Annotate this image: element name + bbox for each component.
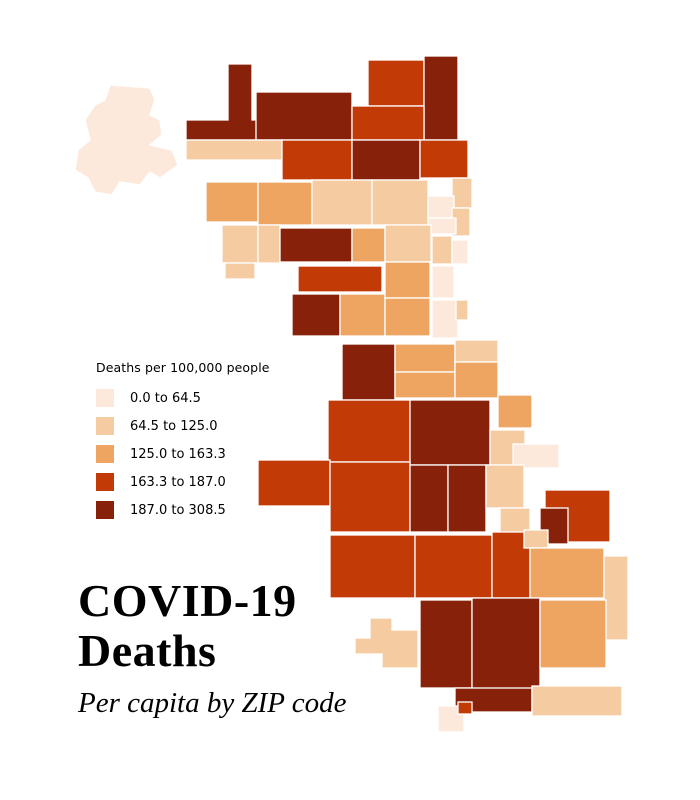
zip-region [451,177,473,209]
legend-title: Deaths per 100,000 people [96,360,270,375]
legend-swatch [96,473,114,491]
legend-label: 163.3 to 187.0 [130,474,226,490]
title-block: COVID-19 Deaths Per capita by ZIP code [78,576,346,720]
zip-region [255,91,353,141]
zip-region [394,343,456,373]
zip-region [423,55,459,141]
zip-region [414,534,493,599]
zip-region [281,139,353,181]
zip-region [351,227,386,263]
zip-region [471,597,541,693]
zip-region [419,599,473,689]
zip-region [497,394,533,429]
zip-region [485,464,525,509]
zip-region [457,701,473,715]
zip-region [384,297,431,337]
zip-region [603,555,629,641]
legend-rows: 0.0 to 64.5 64.5 to 125.0 125.0 to 163.3 16… [96,389,270,519]
zip-region [329,461,411,533]
zip-region [327,399,411,463]
zip-region [539,599,607,669]
zip-region [351,139,421,181]
legend-swatch [96,501,114,519]
zip-region [351,105,425,141]
zip-region [523,529,549,549]
legend-swatch [96,417,114,435]
zip-region [257,181,313,226]
chart-subtitle: Per capita by ZIP code [78,687,347,720]
legend-row: 187.0 to 308.5 [96,501,270,519]
zip-region [427,217,457,235]
zip-region [427,195,455,219]
zip-region [431,235,453,265]
zip-region [354,617,419,669]
zip-region [341,343,396,401]
zip-region [419,139,469,179]
zip-region [455,299,469,321]
zip-region [74,84,179,196]
chart-title-line1: COVID-19 [78,575,297,626]
legend: Deaths per 100,000 people 0.0 to 64.5 64.… [96,360,270,529]
zip-region [451,239,469,265]
zip-region [454,339,499,363]
zip-region [384,261,431,299]
zip-region [371,179,429,226]
zip-region [394,371,456,399]
zip-region [454,361,499,399]
zip-region [257,224,281,264]
legend-row: 125.0 to 163.3 [96,445,270,463]
legend-label: 125.0 to 163.3 [130,446,226,462]
zip-region [531,685,623,717]
zip-region [311,179,373,226]
legend-row: 0.0 to 64.5 [96,389,270,407]
zip-region [279,227,353,263]
legend-swatch [96,445,114,463]
zip-region [367,59,425,107]
zip-region [329,534,416,599]
zip-region [529,547,605,599]
zip-region [291,293,341,337]
chart-title-line2: Deaths [78,624,217,676]
zip-region [512,443,560,469]
zip-region [221,224,259,264]
zip-region [409,464,449,533]
zip-region [224,262,256,280]
legend-label: 187.0 to 308.5 [130,502,226,518]
zip-region [384,224,432,263]
legend-row: 64.5 to 125.0 [96,417,270,435]
zip-region [205,181,259,223]
legend-swatch [96,389,114,407]
zip-region [431,299,459,339]
legend-label: 64.5 to 125.0 [130,418,218,434]
zip-region [447,464,487,533]
zip-region [257,459,331,507]
zip-region [409,399,491,466]
zip-region [339,293,386,337]
zip-region [185,139,283,161]
zip-region [297,265,383,293]
zip-region [431,265,455,299]
legend-row: 163.3 to 187.0 [96,473,270,491]
legend-label: 0.0 to 64.5 [130,390,201,406]
